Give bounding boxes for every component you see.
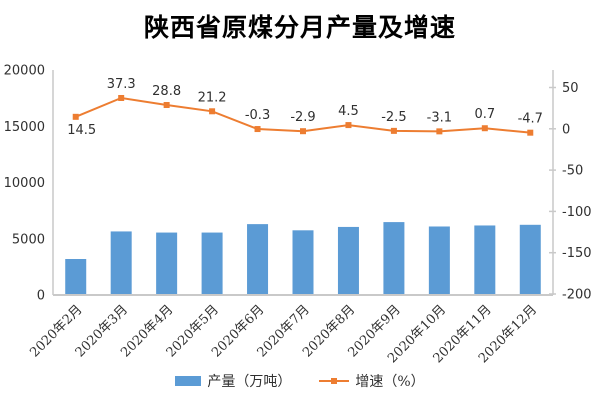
growth-marker-2020年9月 [390,127,397,134]
growth-marker-2020年2月 [72,113,79,120]
bar-2020年6月 [247,224,269,295]
bar-2020年5月 [201,232,223,295]
legend-item-production: 产量（万吨） [175,371,291,391]
growth-data-label: 28.8 [152,84,181,99]
growth-data-label: 14.5 [67,123,96,138]
right-axis-tick-label: 50 [562,81,579,96]
growth-marker-2020年7月 [300,128,306,135]
growth-marker-2020年8月 [345,122,352,129]
growth-data-label: 21.2 [198,90,227,105]
bar-2020年12月 [519,224,541,295]
left-axis-tick-label: 15000 [4,120,45,135]
growth-data-label: 37.3 [107,77,136,92]
growth-data-label: -2.5 [381,110,406,125]
growth-line [72,94,534,136]
bar-2020年3月 [110,231,132,295]
right-axis-labels: 50 0 -50 -100 -150 -200 [549,81,592,303]
left-axis-tick-label: 0 [37,289,45,304]
bar-2020年4月 [156,232,178,295]
bar-2020年9月 [383,222,405,295]
growth-marker-2020年6月 [254,126,261,133]
right-axis-tick-label: -150 [562,246,592,261]
line-swatch-icon [319,378,350,384]
right-axis-tick-label: -200 [562,288,592,303]
right-axis-tick-label: -50 [562,164,583,179]
growth-data-label: -4.7 [518,112,543,127]
bar-2020年10月 [428,226,450,295]
bar-2020年8月 [337,226,359,295]
left-axis-labels: 0 5000 10000 15000 20000 [4,64,45,304]
legend: 产量（万吨） 增速（%） [0,371,600,391]
line-marker-icon [331,378,338,384]
axes [52,70,554,296]
growth-data-label: -0.3 [245,108,270,123]
bar-2020年7月 [292,230,314,295]
chart-title: 陕西省原煤分月产量及增速 [143,13,456,42]
left-axis-tick-label: 20000 [4,64,45,79]
growth-marker-2020年10月 [436,128,443,135]
legend-production-label: 产量（万吨） [207,374,292,390]
legend-growth-label: 增速（%） [355,374,425,390]
left-axis-tick-label: 10000 [4,176,45,191]
growth-marker-2020年4月 [163,102,170,109]
growth-marker-2020年12月 [527,129,534,136]
x-axis-labels: 2020年2月2020年3月2020年4月2020年5月2020年6月2020年… [27,302,540,366]
growth-data-labels: 14.5 37.3 28.8 21.2 -0.3 -2.9 4.5 -2.5 -3.1 0.7 -4… [67,77,543,138]
production-bars [65,222,541,295]
bar-2020年11月 [474,225,496,295]
right-axis-tick-label: -100 [562,205,592,220]
growth-data-label: -3.1 [427,110,452,125]
legend-item-growth: 增速（%） [319,371,425,391]
growth-marker-2020年3月 [118,94,125,101]
growth-data-label: 0.7 [474,107,495,122]
right-axis-tick-label: 0 [562,122,570,137]
left-axis-tick-label: 5000 [12,232,45,247]
growth-marker-2020年5月 [209,108,216,115]
bar-2020年2月 [65,259,87,295]
growth-data-label: -2.9 [290,110,315,125]
growth-marker-2020年11月 [481,125,488,132]
growth-data-label: 4.5 [338,104,359,119]
bar-swatch-icon [175,376,202,386]
